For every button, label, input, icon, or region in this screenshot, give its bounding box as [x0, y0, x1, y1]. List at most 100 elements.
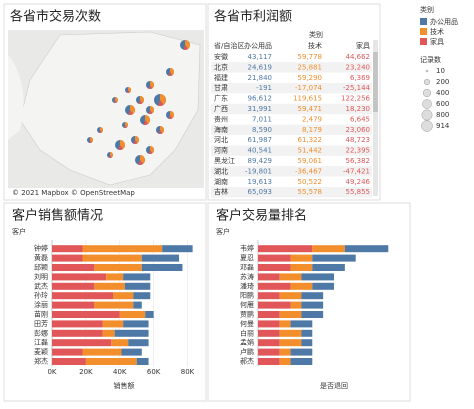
chart-title: 客户交易量排名	[216, 208, 307, 224]
bar-segment	[141, 254, 180, 262]
bar-segment	[123, 273, 151, 281]
row-stripe	[211, 187, 372, 198]
table-cell: 59,778	[298, 53, 323, 61]
legend-size-label: 10	[436, 67, 445, 75]
bar-segment	[106, 273, 124, 281]
row-label: 贵州	[214, 114, 228, 123]
legend-label: 办公用品	[430, 17, 458, 26]
table-cell: 40,541	[248, 147, 273, 155]
bar-segment	[52, 301, 95, 309]
bar-segment	[258, 273, 280, 281]
table-cell: 21,840	[248, 74, 273, 82]
bar-segment	[290, 282, 313, 290]
legend-size	[421, 120, 433, 132]
y-tick-label: 麦颖	[34, 347, 48, 356]
scrollbar[interactable]	[373, 40, 378, 196]
map-pie-slice	[158, 100, 164, 106]
bar-segment	[301, 301, 324, 309]
legend-size	[422, 99, 432, 109]
row-label: 湖南	[214, 177, 228, 186]
legend-size	[422, 88, 432, 98]
bar-segment	[258, 320, 280, 328]
table-cell: 19,613	[248, 178, 273, 186]
map-pie-slice	[100, 127, 103, 133]
row-stripe	[211, 124, 372, 135]
map-pie-slice	[168, 72, 173, 76]
bar-segment	[301, 339, 313, 347]
bar-segment	[258, 311, 280, 318]
y-tick-label: 刘明	[34, 272, 48, 281]
axis-header: 客户	[12, 227, 26, 236]
table-cell: 18,230	[346, 105, 371, 113]
legend-size	[421, 109, 433, 121]
table-cell: 61,322	[298, 136, 323, 144]
table-cell: -191	[256, 84, 272, 92]
bar-segment	[141, 264, 183, 271]
map-pie-slice	[128, 110, 133, 115]
bar-segment	[85, 358, 137, 365]
bar-segment	[136, 358, 149, 365]
bar-segment	[279, 358, 291, 365]
y-tick-label: 郑杰	[34, 357, 48, 366]
table-cell: 59,290	[298, 74, 323, 82]
bar-segment	[290, 254, 313, 262]
x-tick-label: 20K	[79, 368, 93, 376]
bar-segment	[145, 311, 154, 318]
bar-segment	[121, 348, 142, 356]
table-cell: 25,881	[298, 63, 323, 71]
chart-title: 客户销售额情况	[12, 208, 103, 224]
x-axis-label: 是否退回	[320, 381, 348, 390]
row-stripe	[211, 103, 372, 115]
bar-segment	[290, 358, 313, 365]
row-label: 广东	[214, 94, 228, 103]
table-cell: 6,369	[350, 74, 370, 82]
map-attribution: © 2021 Mapbox © OpenStreetMap	[12, 189, 135, 197]
bar-segment	[312, 264, 345, 271]
map-pie-slice	[138, 100, 143, 104]
bar-segment	[301, 311, 324, 318]
map-pie-slice	[150, 106, 154, 114]
bar-segment	[290, 264, 313, 271]
row-label: 湖北	[214, 166, 228, 175]
table-cell: 65,093	[248, 188, 273, 196]
bar-segment	[123, 320, 149, 328]
table-cell: 48,723	[346, 136, 371, 144]
map-pie-slice	[143, 120, 148, 125]
y-tick-label: 苗刚	[34, 310, 48, 319]
bar-segment	[133, 292, 151, 300]
map-pie-slice	[110, 152, 114, 158]
row-label: 河南	[214, 146, 228, 155]
table-cell: 51,442	[298, 147, 323, 155]
bar-segment	[344, 245, 389, 253]
map-pie-slice	[138, 160, 143, 165]
table-cell: -17,074	[295, 84, 323, 92]
y-tick-label: 武杰	[34, 281, 48, 290]
table-cell: 31,991	[248, 105, 273, 113]
bar-segment	[52, 348, 83, 356]
bar-segment	[279, 273, 302, 281]
bar-segment	[290, 320, 313, 328]
bar-segment	[112, 292, 134, 300]
bar-segment	[279, 339, 302, 347]
table-cell: 44,662	[346, 53, 371, 61]
table-cell: 55,578	[298, 188, 323, 196]
legend-size-label: 400	[436, 89, 449, 97]
map-pie-slice	[158, 130, 163, 134]
map-pies	[87, 40, 191, 165]
bar-segment	[290, 301, 302, 309]
bar-segment	[258, 292, 280, 300]
row-stripe	[211, 83, 372, 94]
bar-segment	[301, 273, 334, 281]
bar-segment	[102, 329, 115, 337]
bar-segment	[279, 348, 291, 356]
bar-segment	[114, 329, 149, 337]
bar-segment	[258, 301, 291, 309]
bar-segment	[258, 264, 291, 271]
table-cell: 122,256	[341, 95, 370, 103]
map-pie-slice	[145, 115, 150, 124]
table-cell: 7,011	[252, 115, 272, 123]
map-pie-slice	[115, 97, 118, 103]
column-header: 家具	[356, 41, 370, 50]
scroll-thumb[interactable]	[373, 52, 378, 112]
